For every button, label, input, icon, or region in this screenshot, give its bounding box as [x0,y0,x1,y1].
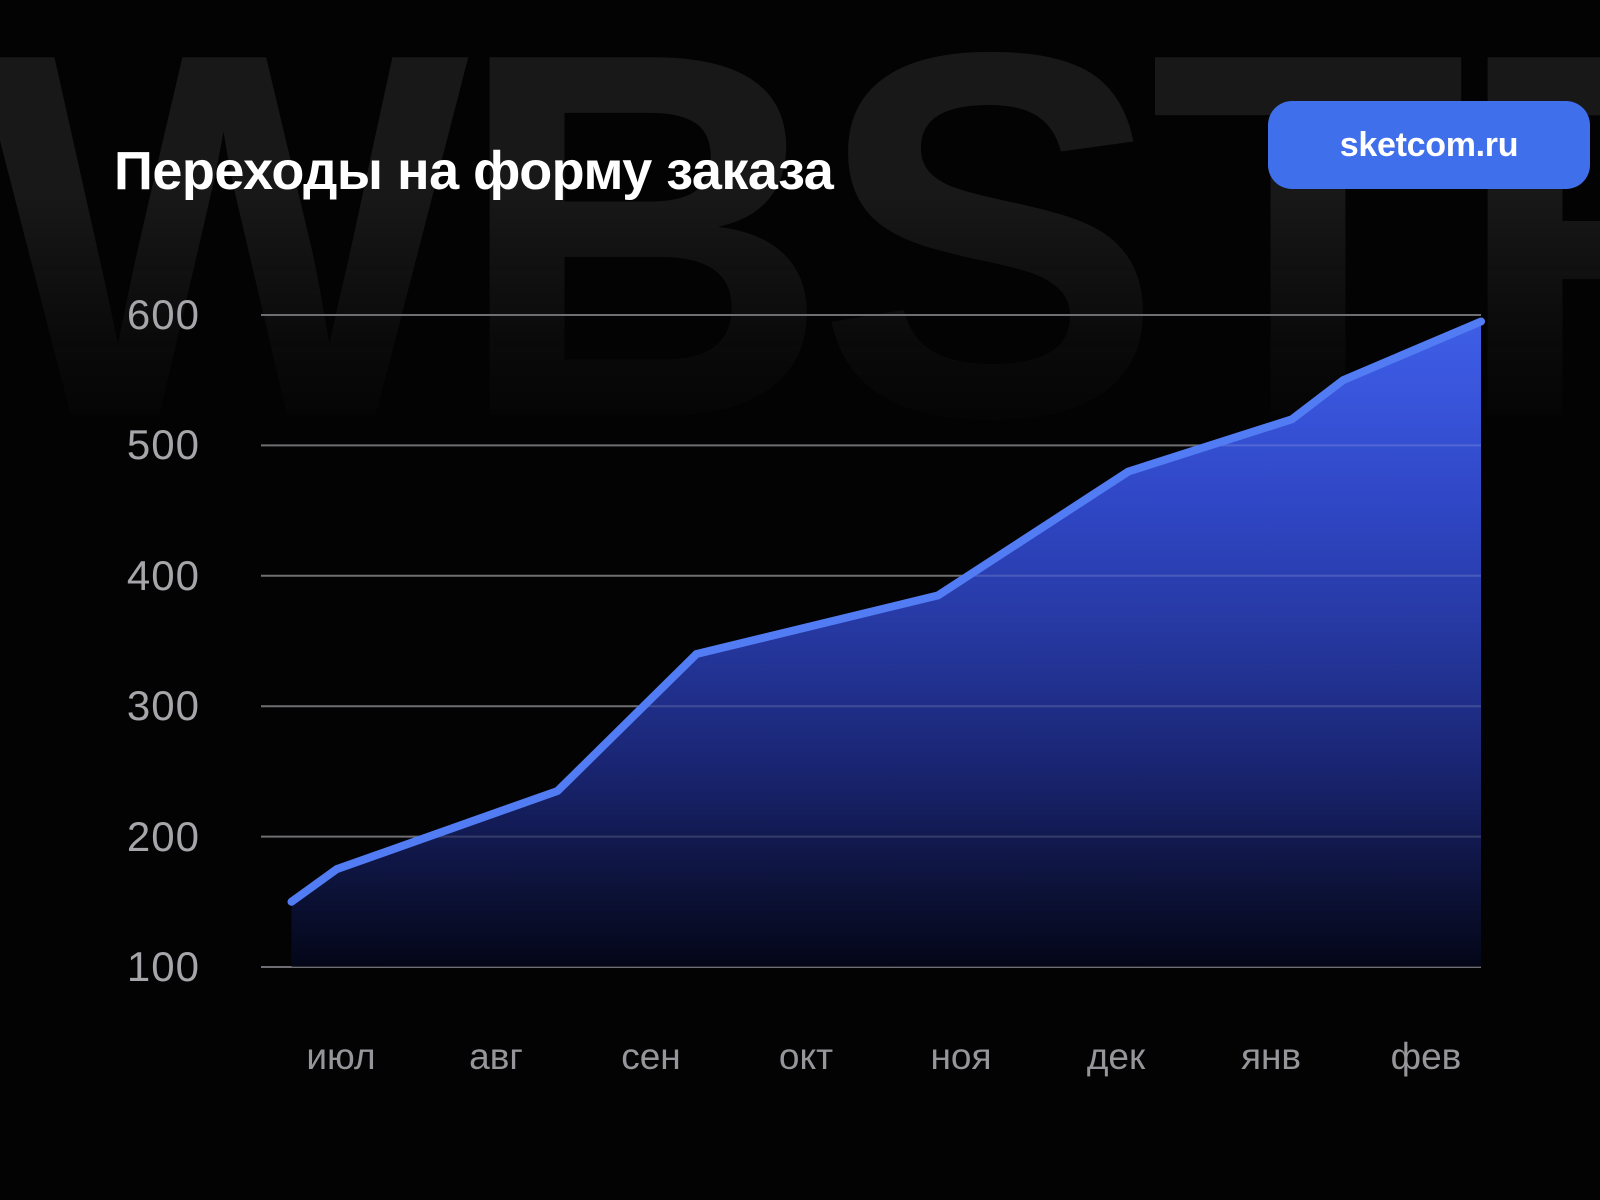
x-tick-label-дек: дек [1086,1036,1146,1077]
y-tick-label-600: 600 [126,291,200,338]
x-tick-label-окт: окт [778,1036,834,1077]
site-badge[interactable]: sketcom.ru [1268,101,1590,189]
series-line [287,317,1485,906]
site-badge-label: sketcom.ru [1339,125,1519,164]
page-title: Переходы на форму заказа [114,141,834,202]
series-area-fill [291,321,1481,967]
y-tick-label-200: 200 [126,812,200,860]
x-tick-label-авг: авг [469,1036,523,1077]
y-tick-label-300: 300 [126,682,200,730]
x-tick-label-июл: июл [306,1036,376,1077]
x-tick-label-янв: янв [1240,1036,1302,1077]
y-tick-label-100: 100 [126,943,200,990]
x-tick-label-фев: фев [1390,1036,1462,1077]
x-tick-label-ноя: ноя [930,1036,992,1077]
y-tick-label-500: 500 [126,421,200,469]
x-tick-label-сен: сен [621,1036,681,1077]
y-tick-label-400: 400 [126,551,200,599]
